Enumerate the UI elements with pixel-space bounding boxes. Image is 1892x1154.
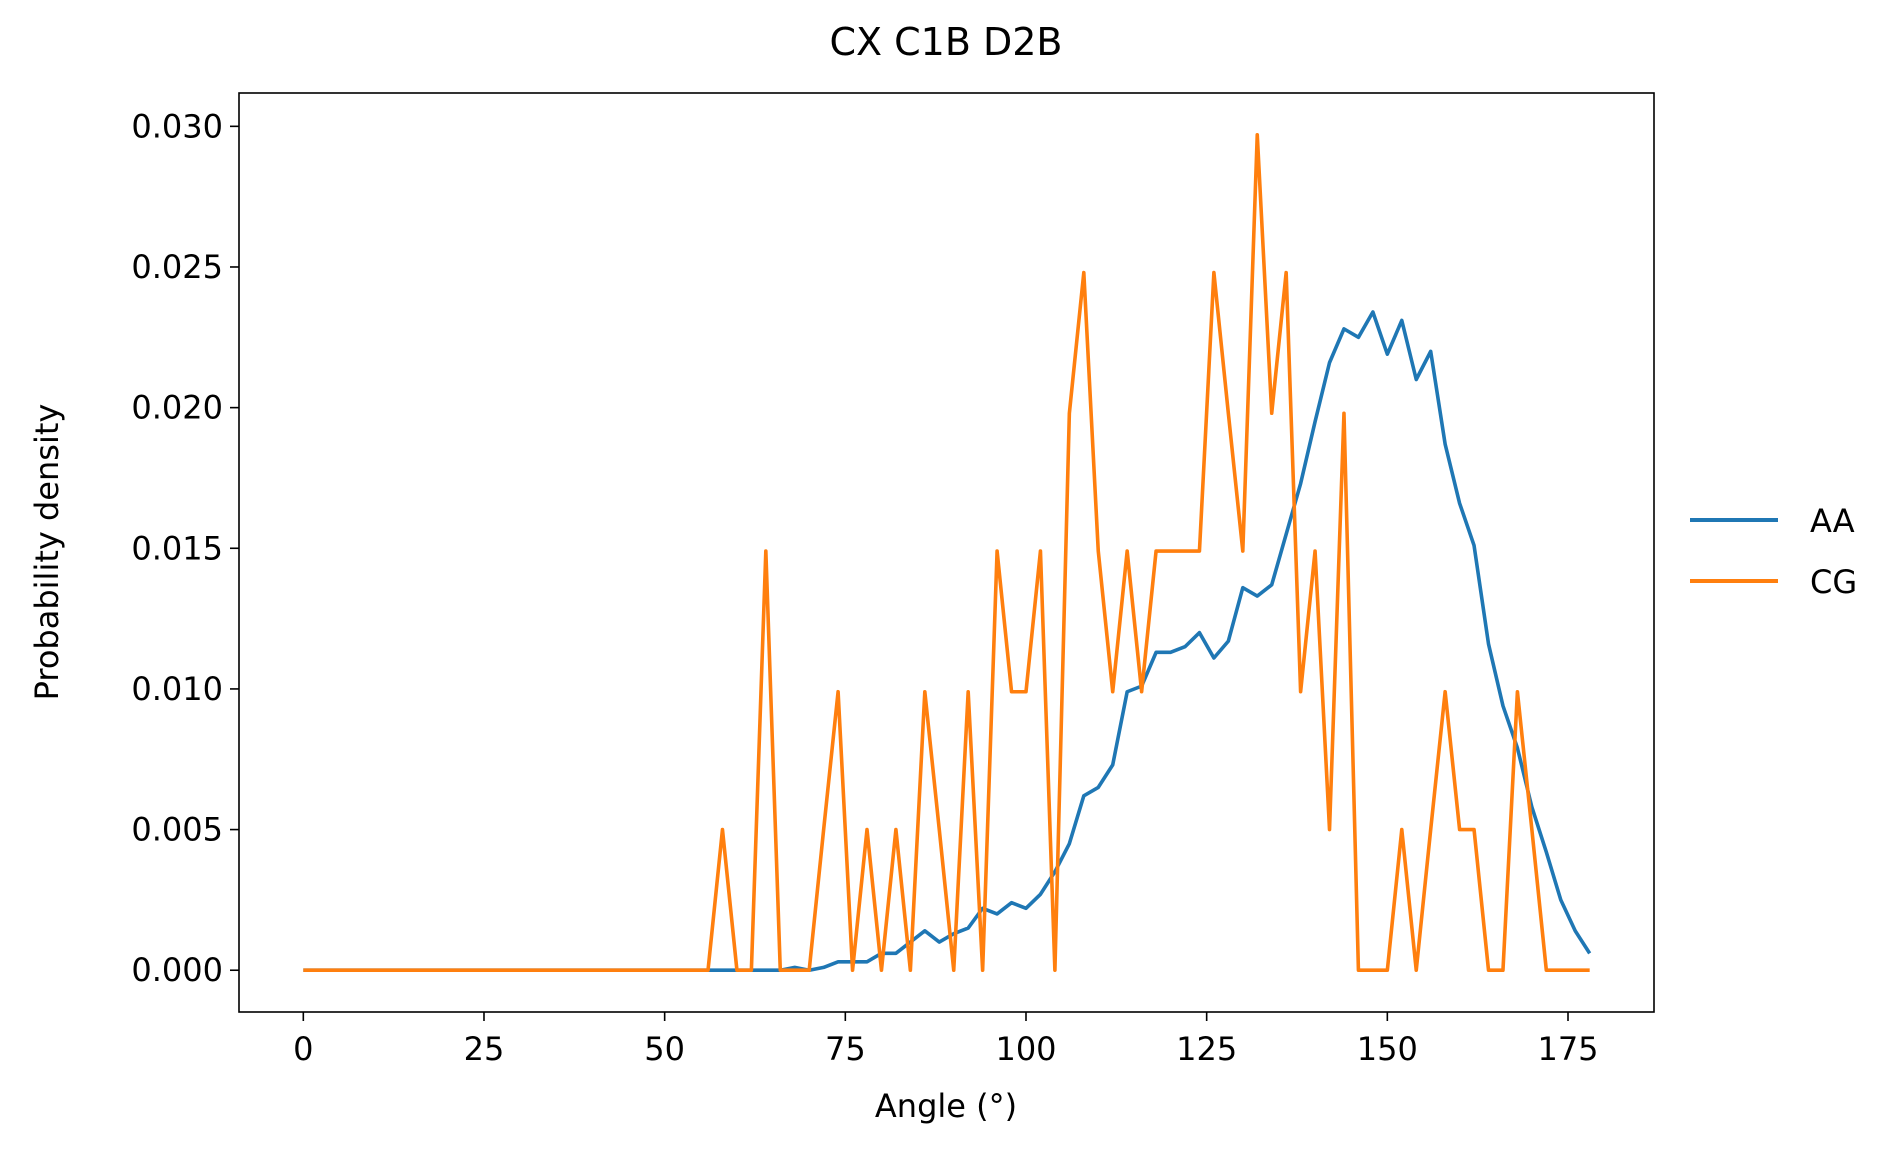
x-tick-label: 125 xyxy=(1176,1030,1237,1068)
x-tick-label: 150 xyxy=(1357,1030,1418,1068)
x-tick-label: 50 xyxy=(644,1030,685,1068)
x-tick-label: 0 xyxy=(293,1030,313,1068)
x-tick-label: 75 xyxy=(825,1030,866,1068)
x-axis-label: Angle (°) xyxy=(875,1087,1017,1125)
chart-title: CX C1B D2B xyxy=(829,20,1062,64)
data-line xyxy=(303,132,1590,973)
y-tick-label: 0.015 xyxy=(131,529,223,567)
y-tick-label: 0.020 xyxy=(131,389,223,427)
legend-label: CG xyxy=(1810,563,1857,601)
y-tick-label: 0.030 xyxy=(131,107,223,145)
y-axis-label: Probability density xyxy=(28,404,66,701)
y-tick-label: 0.010 xyxy=(131,670,223,708)
x-tick-label: 25 xyxy=(464,1030,505,1068)
y-tick-label: 0.025 xyxy=(131,248,223,286)
y-tick-label: 0.000 xyxy=(131,951,223,989)
x-tick-label: 100 xyxy=(995,1030,1056,1068)
plot-frame xyxy=(238,92,1655,1013)
legend-label: AA xyxy=(1810,502,1855,540)
x-tick-label: 175 xyxy=(1537,1030,1598,1068)
legend: AA CG xyxy=(1690,502,1857,601)
y-tick-label: 0.005 xyxy=(131,811,223,849)
